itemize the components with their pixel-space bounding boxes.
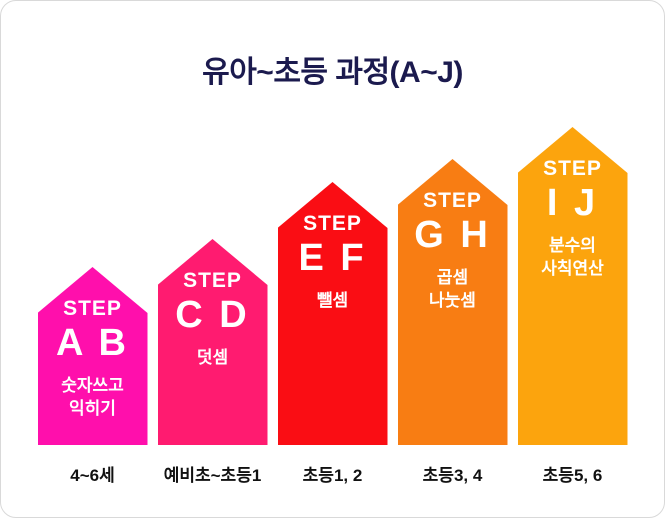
step-column-ab: STEP A B 숫자쓰고 익히기 4~6세 <box>37 267 148 485</box>
step-letters: E F <box>298 237 367 279</box>
step-arrow-ef: STEP E F 뺄셈 <box>277 182 388 445</box>
steps-chart: STEP A B 숫자쓰고 익히기 4~6세 STEP C D 덧셈 예비초~초… <box>1 127 664 485</box>
grade-label: 4~6세 <box>70 466 115 485</box>
step-description: 덧셈 <box>196 347 229 367</box>
step-column-gh: STEP G H 곱셈 나눗셈 초등3, 4 <box>397 159 508 485</box>
grade-label: 초등1, 2 <box>302 466 363 485</box>
step-label: STEP <box>63 297 122 320</box>
step-label: STEP <box>183 269 242 292</box>
step-description: 뺄셈 <box>316 290 349 310</box>
step-arrow-gh: STEP G H 곱셈 나눗셈 <box>397 159 508 445</box>
grade-label: 초등5, 6 <box>542 466 603 485</box>
step-letters: I J <box>546 182 599 224</box>
grade-label: 예비초~초등1 <box>163 466 262 485</box>
page-title: 유아~초등 과정(A~J) <box>202 56 463 89</box>
step-description: 곱셈 나눗셈 <box>429 267 476 310</box>
step-label: STEP <box>303 212 362 235</box>
grade-label: 초등3, 4 <box>422 466 483 485</box>
step-letters: G H <box>414 214 491 256</box>
step-arrow-ab: STEP A B 숫자쓰고 익히기 <box>37 267 148 445</box>
step-arrow-cd: STEP C D 덧셈 <box>157 239 268 445</box>
step-letters: C D <box>175 294 250 336</box>
step-description: 숫자쓰고 익히기 <box>61 375 124 418</box>
step-column-cd: STEP C D 덧셈 예비초~초등1 <box>157 239 268 485</box>
step-column-ef: STEP E F 뺄셈 초등1, 2 <box>277 182 388 485</box>
step-label: STEP <box>543 157 602 180</box>
step-label: STEP <box>423 189 482 212</box>
step-arrow-ij: STEP I J 분수의 사칙연산 <box>517 127 628 445</box>
step-letters: A B <box>55 322 130 364</box>
step-description: 분수의 사칙연산 <box>541 235 604 278</box>
step-column-ij: STEP I J 분수의 사칙연산 초등5, 6 <box>517 127 628 485</box>
